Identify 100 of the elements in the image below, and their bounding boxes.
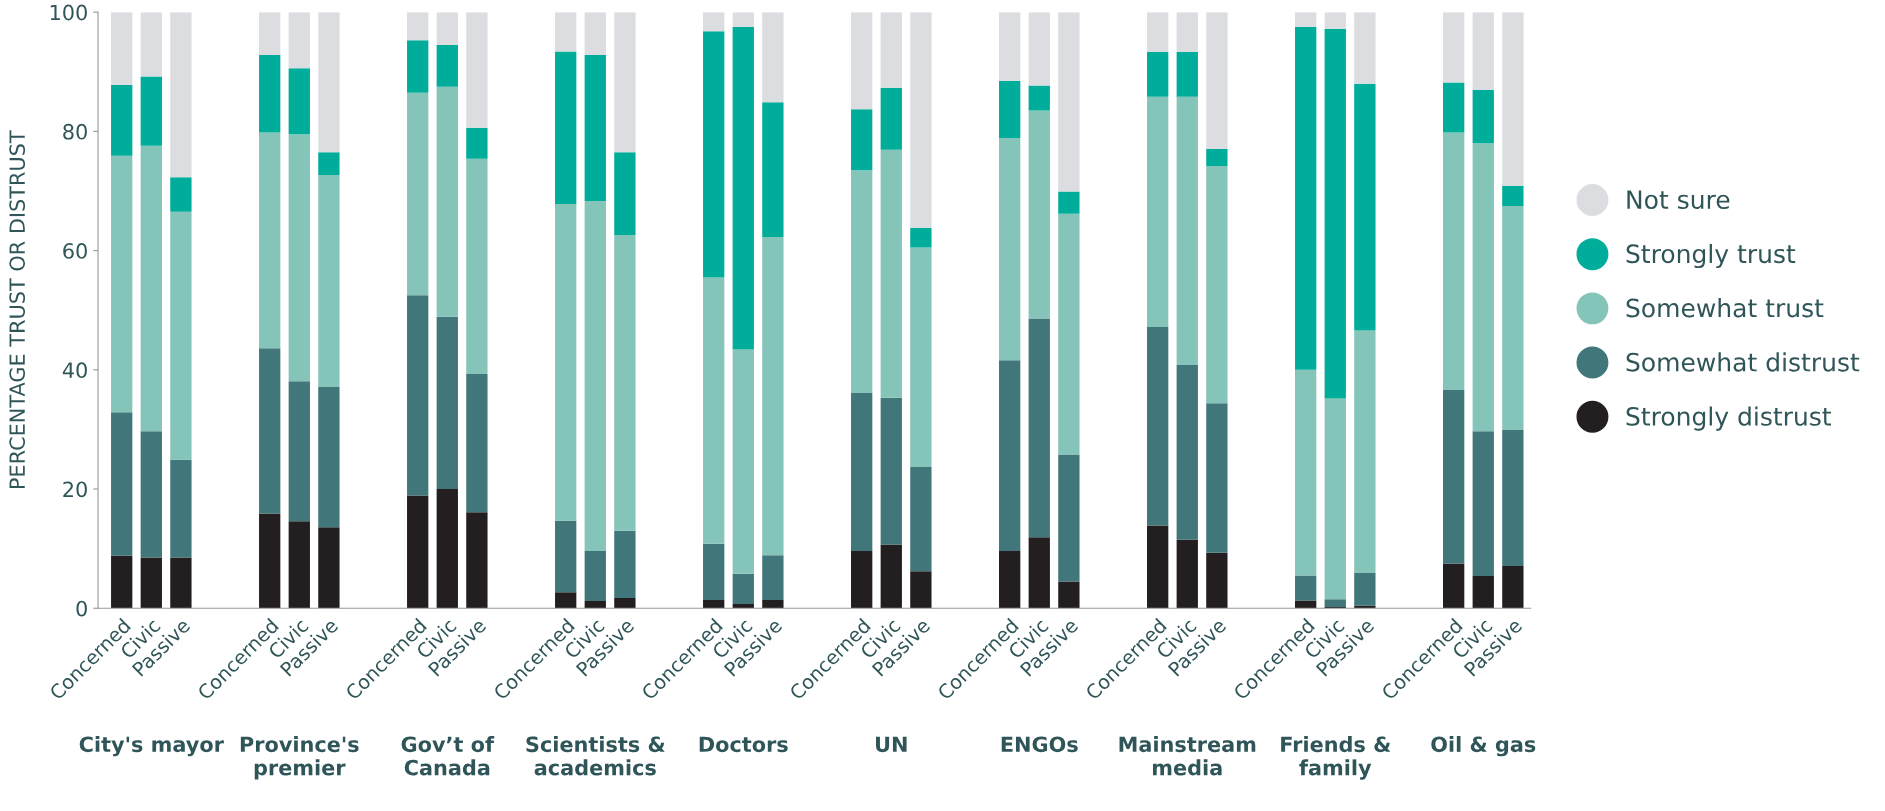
bar [910, 247, 932, 467]
bar [1472, 576, 1494, 609]
bar [288, 68, 310, 135]
bar [1502, 12, 1524, 186]
bar [1295, 27, 1317, 370]
bar [1206, 12, 1228, 149]
bar [436, 489, 458, 609]
bar [111, 555, 133, 609]
legend-label: Strongly trust [1626, 243, 1796, 269]
bar [880, 149, 902, 398]
bar [1354, 330, 1376, 574]
bar [1472, 89, 1494, 144]
bar [466, 512, 488, 609]
bar [1206, 148, 1228, 166]
bar [1058, 12, 1080, 192]
bar [288, 134, 310, 382]
bar [880, 544, 902, 609]
y-tick-label: 20 [63, 481, 87, 498]
bar [259, 12, 281, 56]
bar [1502, 430, 1524, 566]
text: Province's premier [240, 736, 359, 780]
bar [466, 158, 488, 374]
bar [1028, 12, 1050, 86]
bar [140, 431, 162, 558]
legend-label: Somewhat trust [1626, 298, 1824, 318]
y-axis-title: PERCENTAGE TRUST OR DISTRUST [9, 130, 26, 489]
bar [466, 127, 488, 159]
y-tick-label: 60 [63, 243, 87, 259]
bar [1176, 52, 1198, 97]
bar [703, 12, 725, 32]
bar [318, 12, 340, 153]
text: Friends & family [1281, 736, 1391, 780]
text: ENGOs [1001, 736, 1078, 753]
bar [1324, 28, 1346, 399]
bar [1443, 390, 1465, 564]
y-tick-label: 0 [76, 600, 87, 617]
bar [1502, 185, 1524, 206]
bar [1147, 12, 1169, 53]
bar [170, 12, 192, 178]
bar [1147, 525, 1169, 609]
bar [732, 604, 754, 609]
bar [1295, 12, 1317, 28]
bar [1443, 563, 1465, 609]
bar [1324, 398, 1346, 600]
bar [1206, 165, 1228, 404]
bar [851, 393, 873, 552]
text: Doctors [699, 736, 788, 753]
bar [1324, 12, 1346, 29]
bar [407, 92, 429, 296]
bar [318, 174, 340, 388]
bar [1295, 369, 1317, 576]
bar [318, 527, 340, 609]
text: Oil & gas [1431, 736, 1536, 757]
bar [111, 84, 133, 156]
legend-label: Not sure [1627, 190, 1730, 210]
bar [436, 44, 458, 87]
bar [140, 12, 162, 77]
bar [288, 381, 310, 522]
y-tick-label: 100 [50, 4, 87, 21]
bar [170, 177, 192, 212]
bar [1354, 573, 1376, 606]
bar [584, 551, 606, 602]
bar [1324, 599, 1346, 608]
bar [584, 55, 606, 202]
bar [466, 12, 488, 128]
bar [407, 40, 429, 93]
bar [170, 211, 192, 460]
bar [407, 295, 429, 496]
bar [1176, 96, 1198, 366]
text: Mainstream media [1119, 736, 1256, 776]
text: UN [876, 736, 907, 753]
bar [288, 12, 310, 69]
bar [999, 12, 1021, 81]
bar [910, 571, 932, 609]
bar [1206, 552, 1228, 609]
bar [259, 513, 281, 609]
bar [910, 466, 932, 572]
y-tick-label: 40 [62, 362, 87, 379]
bar [999, 360, 1021, 552]
bar [1443, 12, 1465, 83]
bar [1354, 83, 1376, 331]
bar [555, 51, 577, 205]
bar [1147, 96, 1169, 327]
legend-label: Somewhat distrust [1626, 352, 1860, 372]
bar [436, 86, 458, 317]
bar [703, 543, 725, 600]
bar [1502, 565, 1524, 609]
legend-label: Strongly distrust [1626, 406, 1832, 431]
bar [555, 592, 577, 609]
bar [614, 235, 636, 531]
bar [999, 137, 1021, 361]
text: Scientists & academics [526, 736, 665, 776]
bar [1176, 365, 1198, 540]
bar [140, 145, 162, 432]
bar [762, 12, 784, 103]
bar [555, 12, 577, 52]
bar [1028, 110, 1050, 319]
bar [614, 12, 636, 153]
bar [1354, 12, 1376, 84]
bar [1058, 213, 1080, 455]
